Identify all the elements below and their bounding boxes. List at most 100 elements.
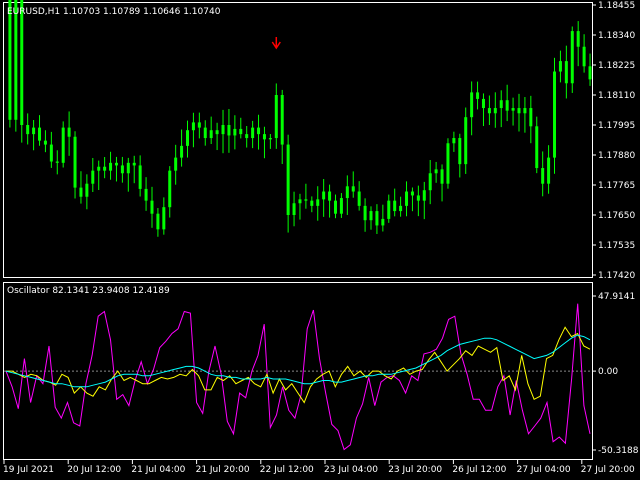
candle-body bbox=[156, 213, 160, 230]
candle-body bbox=[493, 108, 497, 114]
oscillator-line-1 bbox=[5, 303, 591, 451]
time-tick-label: 27 Jul 04:00 bbox=[517, 465, 571, 475]
candle-body bbox=[280, 95, 284, 145]
time-tick-label: 20 Jul 12:00 bbox=[67, 465, 121, 475]
candle-body bbox=[517, 108, 521, 114]
candle-body bbox=[257, 127, 261, 135]
candle-body bbox=[322, 191, 326, 200]
down-arrow-icon bbox=[271, 37, 281, 50]
candle-body bbox=[505, 100, 509, 111]
oscillator-line-3 bbox=[5, 334, 591, 388]
candle-body bbox=[547, 157, 551, 184]
candle-body bbox=[227, 125, 231, 136]
price-tick-label: 1.17535 bbox=[598, 241, 635, 251]
candle-body bbox=[274, 95, 278, 139]
price-tick-label: 1.18340 bbox=[598, 31, 635, 41]
candle-body bbox=[310, 200, 314, 206]
candle-body bbox=[168, 170, 172, 208]
time-tick-label: 27 Jul 20:00 bbox=[581, 465, 635, 475]
price-tick-label: 1.17880 bbox=[598, 151, 635, 161]
candle-body bbox=[416, 195, 420, 201]
candle-body bbox=[588, 66, 592, 80]
candle-body bbox=[399, 205, 403, 212]
candle-body bbox=[26, 125, 30, 135]
candle-body bbox=[32, 127, 36, 135]
candle-body bbox=[357, 191, 361, 206]
oscillator-tick-label: 0.00 bbox=[598, 367, 618, 377]
candle-body bbox=[144, 188, 148, 201]
candle-body bbox=[215, 130, 219, 135]
oscillator-tick-label: -50.3188 bbox=[598, 446, 639, 456]
candle-body bbox=[298, 199, 302, 204]
candle-body bbox=[410, 191, 414, 196]
candle-body bbox=[487, 108, 491, 114]
candle-body bbox=[191, 122, 195, 131]
candle-body bbox=[345, 186, 349, 199]
down-arrow-head bbox=[271, 41, 281, 50]
price-tick-label: 1.18110 bbox=[598, 91, 635, 101]
candle-body bbox=[180, 145, 184, 158]
candle-body bbox=[262, 134, 266, 140]
candle-body bbox=[209, 130, 213, 139]
candle-body bbox=[67, 127, 71, 137]
candle-body bbox=[541, 168, 545, 184]
price-axis: 1.18455 1.18340 1.18225 1.18110 1.17995 1.178… bbox=[592, 1, 635, 281]
candle-body bbox=[434, 169, 438, 174]
candle-body bbox=[79, 187, 83, 197]
oscillator-title: Oscillator 82.1341 23.9408 12.4189 bbox=[7, 286, 170, 296]
price-chart-title: EURUSD,H1 1.10703 1.10789 1.10646 1.1074… bbox=[7, 7, 221, 17]
candle-body bbox=[186, 130, 190, 146]
oscillator-line-2 bbox=[6, 326, 591, 404]
price-tick-label: 1.18225 bbox=[598, 61, 635, 71]
candle-body bbox=[529, 108, 533, 127]
candle-body bbox=[109, 162, 113, 171]
candle-body bbox=[55, 161, 59, 163]
candle-body bbox=[405, 191, 409, 206]
price-panel-frame bbox=[3, 2, 593, 278]
price-panel[interactable]: 1.18455 1.18340 1.18225 1.18110 1.17995 1.178… bbox=[3, 0, 636, 281]
candle-body bbox=[535, 126, 539, 169]
candle-body bbox=[428, 173, 432, 191]
time-tick-label: 21 Jul 20:00 bbox=[196, 465, 250, 475]
candle-body bbox=[73, 136, 77, 188]
candle-body bbox=[351, 186, 355, 192]
oscillator-panel[interactable]: 47.9141 0.00 -50.3188 Oscillator 82.1341 2… bbox=[3, 282, 639, 460]
candle-body bbox=[458, 138, 462, 165]
candle-body bbox=[464, 117, 468, 165]
candle-body bbox=[292, 203, 296, 215]
oscillator-axis: 47.9141 0.00 -50.3188 bbox=[592, 292, 639, 456]
time-tick-label: 21 Jul 04:00 bbox=[131, 465, 185, 475]
candle-body bbox=[286, 144, 290, 215]
candle-body bbox=[132, 162, 136, 166]
candle-body bbox=[38, 127, 42, 141]
candle-body bbox=[150, 200, 154, 214]
time-tick-label: 23 Jul 04:00 bbox=[324, 465, 378, 475]
candle-body bbox=[49, 144, 53, 162]
candle-body bbox=[476, 92, 480, 99]
candle-body bbox=[369, 211, 373, 221]
candle-body bbox=[174, 157, 178, 171]
candle-body bbox=[511, 108, 515, 111]
candle-body bbox=[8, 0, 12, 120]
oscillator-series bbox=[5, 303, 591, 451]
candle-body bbox=[14, 0, 18, 120]
candle-body bbox=[245, 134, 249, 139]
oscillator-tick-label: 47.9141 bbox=[598, 292, 635, 302]
time-axis: 19 Jul 2021 20 Jul 12:00 21 Jul 04:00 21 Ju… bbox=[3, 460, 635, 475]
candle-body bbox=[85, 183, 89, 197]
candle-body bbox=[197, 122, 201, 128]
candle-body bbox=[20, 0, 24, 125]
candle-body bbox=[138, 165, 142, 189]
candle-body bbox=[440, 169, 444, 184]
time-tick-label: 26 Jul 12:00 bbox=[452, 465, 506, 475]
price-tick-label: 1.18455 bbox=[598, 1, 635, 11]
price-tick-label: 1.17995 bbox=[598, 121, 635, 131]
candle-body bbox=[582, 46, 586, 67]
candle-body bbox=[333, 200, 337, 214]
candle-body bbox=[553, 71, 557, 158]
candle-body bbox=[233, 128, 237, 136]
price-tick-label: 1.17650 bbox=[598, 211, 635, 221]
price-series bbox=[8, 0, 592, 237]
price-tick-label: 1.17765 bbox=[598, 181, 635, 191]
